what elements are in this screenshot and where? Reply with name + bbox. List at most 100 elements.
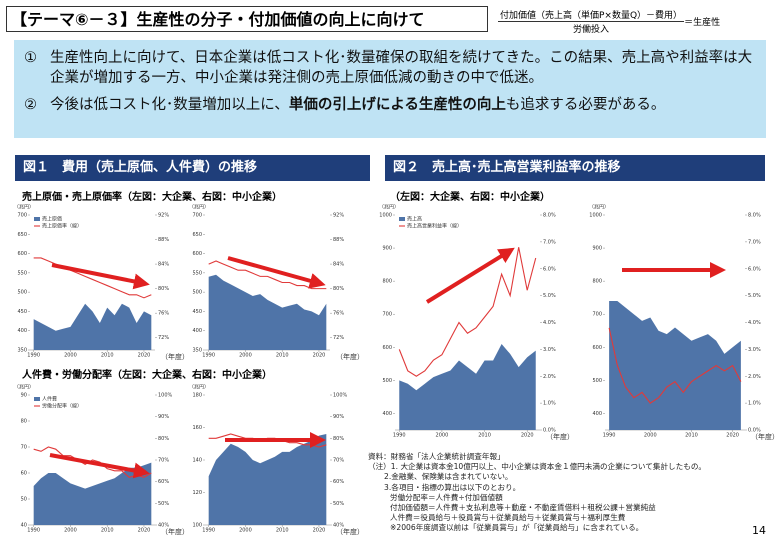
y-tick-label: 120 <box>192 490 202 496</box>
x-tick-label: 1990 <box>27 528 40 534</box>
x-unit-label: （年度） <box>161 352 189 361</box>
legend-label: 売上高 <box>407 216 422 223</box>
x-tick-label: 2010 <box>276 353 289 359</box>
formula-result: ＝生産性 <box>684 18 721 28</box>
unit-label: （兆円） <box>14 384 34 391</box>
y2-tick-label: 76% <box>333 311 344 317</box>
x-unit-label: （年度） <box>546 432 574 441</box>
x-tick-label: 2010 <box>101 528 114 534</box>
note: 労働分配率＝人件費÷付加価値額 <box>390 492 503 502</box>
y2-tick-label: 2.0% <box>543 374 556 380</box>
x-tick-label: 2010 <box>478 433 491 439</box>
y2-tick-label: 3.0% <box>748 347 761 353</box>
bullet-text: も追求する必要がある。 <box>505 97 666 113</box>
y2-tick-label: 92% <box>158 213 169 219</box>
y2-tick-label: 80% <box>158 286 169 292</box>
page-number: 14 <box>752 524 766 537</box>
y2-tick-label: 40% <box>333 523 344 529</box>
note: 人件費＝役員給与＋役員賞与＋従業員給与＋従業員賞与＋福利厚生費 <box>390 513 626 523</box>
area <box>399 344 536 430</box>
bullet-text: 今後は低コスト化･数量増加以上に、 <box>50 97 289 113</box>
y2-tick-label: 88% <box>333 237 344 243</box>
legend-label: 売上高営業利益率（線） <box>407 223 462 230</box>
line <box>398 247 537 377</box>
y2-tick-label: 70% <box>333 458 344 464</box>
y-tick-label: 400 <box>17 328 27 334</box>
x-tick-label: 2010 <box>101 353 114 359</box>
y-tick-label: 650 <box>192 232 202 238</box>
y2-tick-label: 8.0% <box>543 213 556 219</box>
bullet-bold: 単価の引上げによる生産性の向上 <box>288 97 506 113</box>
notes: 資料：財務省「法人企業統計調査年報」 （注）1. 大企業は資本金10億円以上、中小… <box>368 452 706 534</box>
x-unit-label: （年度） <box>336 527 364 536</box>
line <box>608 327 742 404</box>
y2-tick-label: 50% <box>333 501 344 507</box>
y-tick-label: 800 <box>592 279 602 285</box>
unit-label: （兆円） <box>379 204 399 211</box>
legend-label: 売上原価 <box>42 216 62 223</box>
x-tick-label: 1990 <box>393 433 406 439</box>
subtitle: （左図：大企業、右図：中小企業） <box>390 192 550 203</box>
x-tick-label: 2020 <box>138 353 151 359</box>
formula-denominator: 労働投入 <box>573 25 610 35</box>
y-tick-label: 1000 <box>589 213 602 219</box>
y-tick-label: 550 <box>17 270 27 276</box>
unit-label: （兆円） <box>14 204 34 211</box>
y2-tick-label: 76% <box>158 311 169 317</box>
y2-tick-label: 6.0% <box>748 266 761 272</box>
formula: 付加価値（売上高（単価P×数量Q）－費用） 労働投入 ＝生産性 <box>498 8 768 35</box>
figure-title: 図１ 費用（売上原価、人件費）の推移 <box>15 155 370 181</box>
line <box>33 257 152 299</box>
y-tick-label: 600 <box>382 345 392 351</box>
y-tick-label: 800 <box>382 279 392 285</box>
summary-box: ① 生産性向上に向けて、日本企業は低コスト化･数量確保の取組を続けてきた。この結果… <box>14 40 766 138</box>
area <box>33 303 152 350</box>
x-tick-label: 1990 <box>603 433 616 439</box>
note: （注）1. 大企業は資本金10億円以上、中小企業は資本金１億円未満の企業について… <box>368 462 707 472</box>
area <box>609 301 741 430</box>
y-tick-label: 140 <box>192 458 202 464</box>
legend-label: 売上原価率（線） <box>42 223 82 230</box>
y2-tick-label: 60% <box>333 479 344 485</box>
y-tick-label: 350 <box>192 348 202 354</box>
y2-tick-label: 72% <box>158 335 169 341</box>
y-tick-label: 400 <box>192 328 202 334</box>
y-tick-label: 900 <box>592 246 602 252</box>
x-tick-label: 2020 <box>138 528 151 534</box>
note: 2.金融業、保険業は含まれていない。 <box>384 472 513 482</box>
y2-tick-label: 1.0% <box>543 401 556 407</box>
y-tick-label: 40 <box>21 523 27 529</box>
x-tick-label: 2020 <box>313 528 326 534</box>
y-tick-label: 160 <box>192 425 202 431</box>
y2-tick-label: 1.0% <box>748 401 761 407</box>
legend-swatch <box>34 217 40 221</box>
y2-tick-label: 8.0% <box>748 213 761 219</box>
y2-tick-label: 84% <box>333 262 344 268</box>
y-tick-label: 700 <box>382 312 392 318</box>
bullet-text: 生産性向上に向けて、日本企業は低コスト化･数量確保の取組を続けてきた。この結果、… <box>50 50 753 86</box>
bullet-marker: ② <box>24 97 37 113</box>
y2-tick-label: 5.0% <box>748 293 761 299</box>
y-tick-label: 500 <box>17 290 27 296</box>
x-tick-label: 1990 <box>202 353 215 359</box>
y-tick-label: 500 <box>382 378 392 384</box>
bullet: ① 生産性向上に向けて、日本企業は低コスト化･数量確保の取組を続けてきた。この結果… <box>24 48 756 88</box>
y-tick-label: 450 <box>17 309 27 315</box>
y-tick-label: 900 <box>382 246 392 252</box>
y2-tick-label: 6.0% <box>543 266 556 272</box>
x-tick-label: 2000 <box>436 433 449 439</box>
y2-tick-label: 80% <box>333 436 344 442</box>
x-tick-label: 2000 <box>64 353 77 359</box>
y-tick-label: 70 <box>21 445 27 451</box>
y2-tick-label: 5.0% <box>543 293 556 299</box>
x-tick-label: 2010 <box>276 528 289 534</box>
y2-tick-label: 0.0% <box>748 428 761 434</box>
y2-tick-label: 90% <box>158 414 169 420</box>
y2-tick-label: 60% <box>158 479 169 485</box>
y-tick-label: 90 <box>21 393 27 399</box>
bullet: ② 今後は低コスト化･数量増加以上に、単価の引上げによる生産性の向上も追求する必要… <box>24 95 756 115</box>
y2-tick-label: 40% <box>158 523 169 529</box>
x-unit-label: （年度） <box>336 352 364 361</box>
y2-tick-label: 92% <box>333 213 344 219</box>
subtitle: 人件費・労働分配率（左図：大企業、右図：中小企業） <box>22 370 272 381</box>
